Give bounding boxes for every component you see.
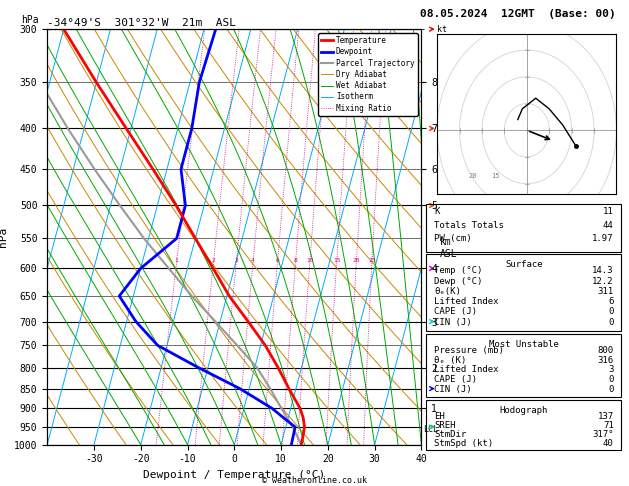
Text: 20: 20 — [353, 258, 360, 262]
Text: 4: 4 — [251, 258, 255, 262]
Text: 15: 15 — [491, 174, 499, 179]
Text: 1: 1 — [175, 258, 179, 262]
Text: 0: 0 — [608, 375, 614, 384]
Y-axis label: hPa: hPa — [0, 227, 8, 247]
Text: Totals Totals: Totals Totals — [434, 221, 504, 229]
Text: 316: 316 — [598, 356, 614, 365]
Text: 11: 11 — [603, 207, 614, 216]
Text: CIN (J): CIN (J) — [434, 385, 472, 394]
Text: Most Unstable: Most Unstable — [489, 340, 559, 349]
Text: 71: 71 — [603, 421, 614, 430]
Bar — [426, 334, 621, 397]
Legend: Temperature, Dewpoint, Parcel Trajectory, Dry Adiabat, Wet Adiabat, Isotherm, Mi: Temperature, Dewpoint, Parcel Trajectory… — [318, 33, 418, 116]
Text: Temp (°C): Temp (°C) — [434, 266, 482, 276]
Text: 8: 8 — [294, 258, 298, 262]
Text: CIN (J): CIN (J) — [434, 318, 472, 327]
Text: 20: 20 — [469, 174, 477, 179]
Bar — [426, 254, 621, 331]
Text: 317°: 317° — [592, 430, 614, 439]
Text: K: K — [434, 207, 440, 216]
Text: 08.05.2024  12GMT  (Base: 00): 08.05.2024 12GMT (Base: 00) — [420, 9, 616, 19]
Text: 25: 25 — [368, 258, 376, 262]
Text: EH: EH — [434, 412, 445, 421]
Text: 800: 800 — [598, 346, 614, 355]
Text: 0: 0 — [608, 308, 614, 316]
Text: 6: 6 — [276, 258, 279, 262]
X-axis label: Dewpoint / Temperature (°C): Dewpoint / Temperature (°C) — [143, 470, 325, 480]
Text: StmSpd (kt): StmSpd (kt) — [434, 439, 493, 448]
Text: 40: 40 — [603, 439, 614, 448]
Bar — [426, 400, 621, 450]
Text: 44: 44 — [603, 221, 614, 229]
Text: Hodograph: Hodograph — [500, 406, 548, 415]
Text: StmDir: StmDir — [434, 430, 467, 439]
Text: © weatheronline.co.uk: © weatheronline.co.uk — [262, 476, 367, 485]
Text: hPa: hPa — [21, 15, 38, 25]
Text: Lifted Index: Lifted Index — [434, 297, 499, 306]
Text: 10: 10 — [306, 258, 314, 262]
Bar — [426, 205, 621, 252]
Text: Lifted Index: Lifted Index — [434, 365, 499, 375]
Text: kt: kt — [437, 25, 447, 34]
Text: Surface: Surface — [505, 260, 543, 269]
Text: 0: 0 — [608, 385, 614, 394]
Text: PW (cm): PW (cm) — [434, 234, 472, 243]
Text: 3: 3 — [608, 365, 614, 375]
Text: CAPE (J): CAPE (J) — [434, 308, 477, 316]
Text: 3: 3 — [235, 258, 238, 262]
Text: θₑ (K): θₑ (K) — [434, 356, 467, 365]
Text: 1.97: 1.97 — [592, 234, 614, 243]
Text: 14.3: 14.3 — [592, 266, 614, 276]
Text: -34°49'S  301°32'W  21m  ASL: -34°49'S 301°32'W 21m ASL — [47, 18, 236, 28]
Text: LCL: LCL — [423, 425, 438, 434]
Text: 2: 2 — [211, 258, 215, 262]
Y-axis label: km
ASL: km ASL — [440, 237, 457, 259]
Text: SREH: SREH — [434, 421, 456, 430]
Text: 311: 311 — [598, 287, 614, 296]
Text: Dewp (°C): Dewp (°C) — [434, 277, 482, 286]
Text: CAPE (J): CAPE (J) — [434, 375, 477, 384]
Text: 12.2: 12.2 — [592, 277, 614, 286]
Text: 137: 137 — [598, 412, 614, 421]
Text: θₑ(K): θₑ(K) — [434, 287, 461, 296]
Text: 0: 0 — [608, 318, 614, 327]
Text: 15: 15 — [333, 258, 340, 262]
Text: 6: 6 — [608, 297, 614, 306]
Text: Pressure (mb): Pressure (mb) — [434, 346, 504, 355]
